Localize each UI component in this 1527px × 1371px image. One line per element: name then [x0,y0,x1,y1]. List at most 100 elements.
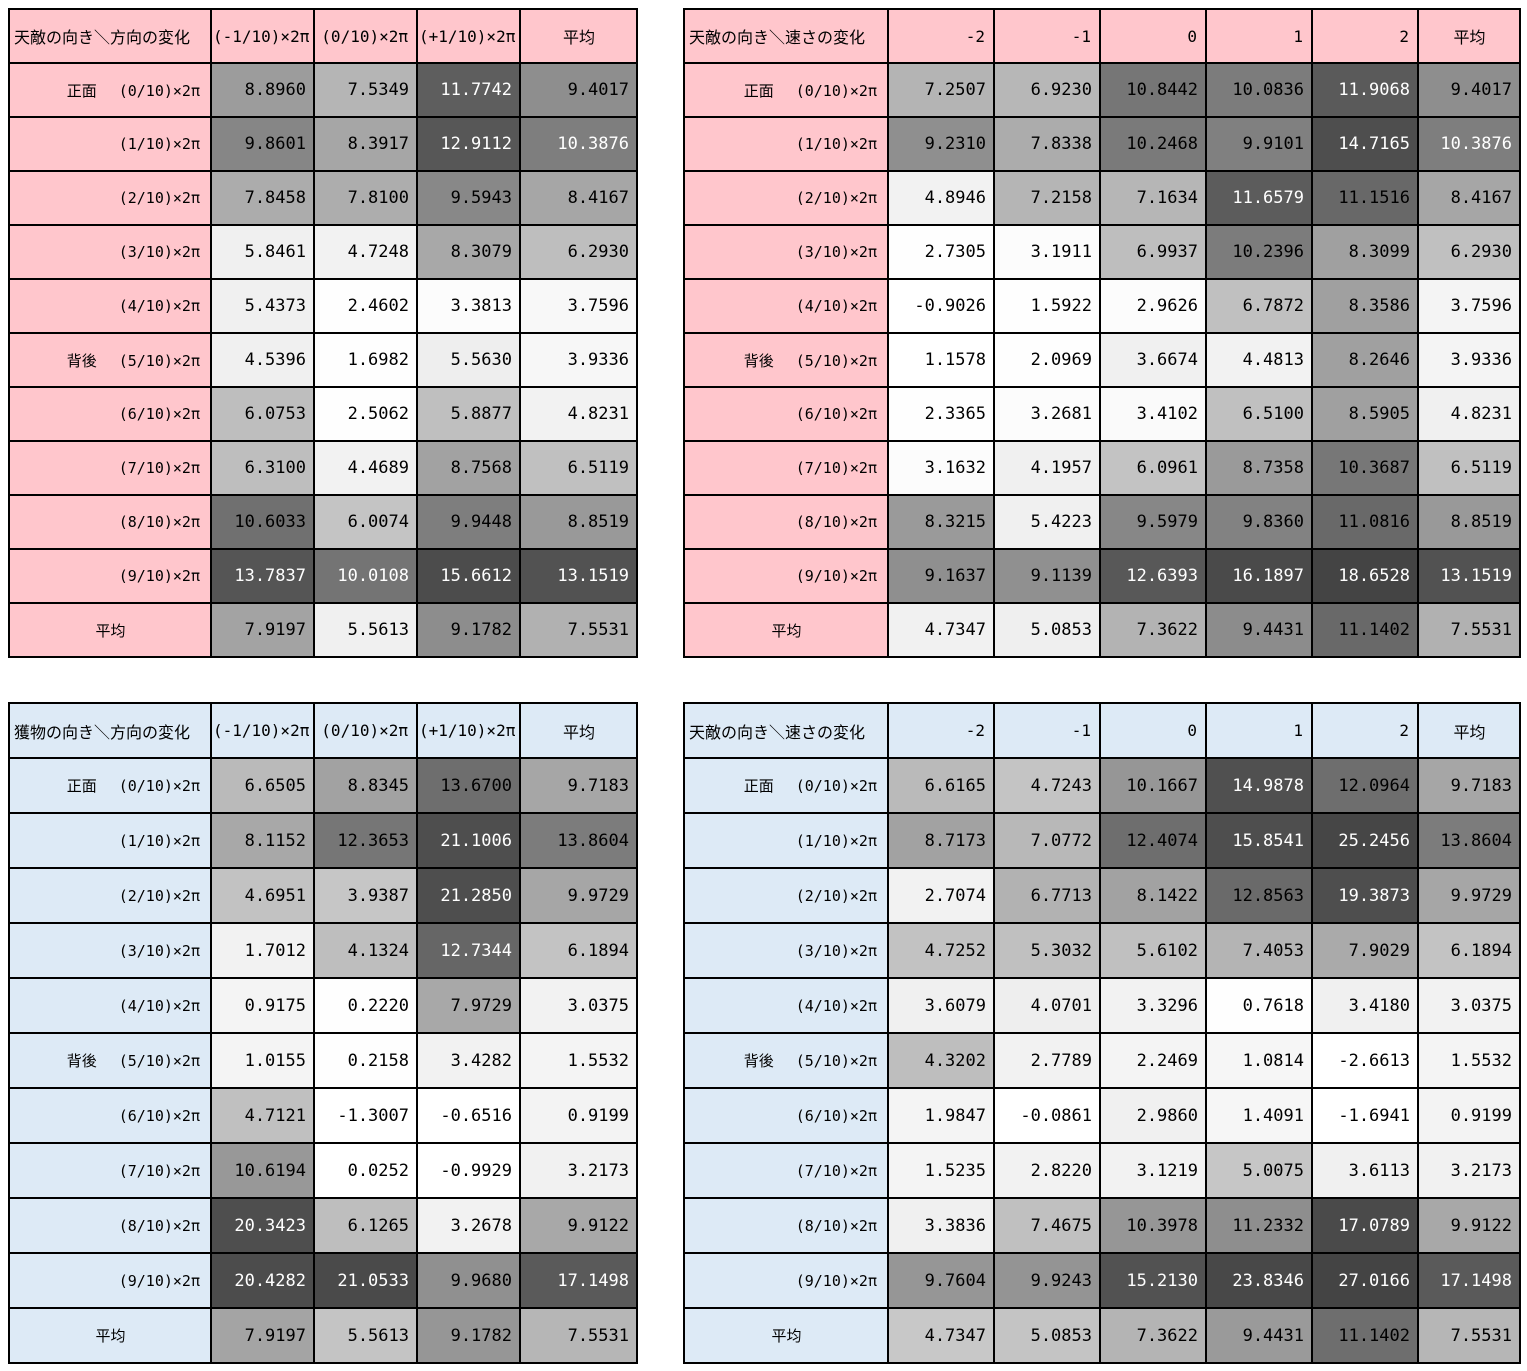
row-label-text: (9/10)×2π [795,1271,877,1290]
row-label-text: (7/10)×2π [795,1161,877,1180]
row-label: (4/10)×2π [8,278,212,334]
value-cell: 4.7248 [313,224,418,280]
value-cell: 16.1897 [1205,548,1313,604]
value-cell: 4.0701 [993,977,1101,1034]
row-label-text: (3/10)×2π [118,941,200,960]
table-row: 背後 (5/10)×2π 4.3202 2.7789 2.2469 1.0814 -2.66… [683,1032,1521,1089]
value-cell: 12.7344 [416,922,521,979]
value-cell: 7.5349 [313,62,418,118]
table-enemy-direction-vs-direction-change: 天敵の向き＼方向の変化 (-1/10)×2π (0/10)×2π (+1/10)×2π… [8,8,638,658]
value-cell: -1.6941 [1311,1087,1419,1144]
value-cell: 18.6528 [1311,548,1419,604]
row-label: (1/10)×2π [8,116,212,172]
value-cell: 7.9029 [1311,922,1419,979]
value-cell: 8.8345 [313,757,418,814]
value-cell: 13.6700 [416,757,521,814]
value-cell: 3.3296 [1099,977,1207,1034]
row-label: (6/10)×2π [8,1087,212,1144]
row-label: 背後 (5/10)×2π [8,332,212,388]
row-label-prefix: 正面 [743,81,774,100]
column-header: (+1/10)×2π [416,8,521,64]
column-header: 0 [1099,702,1207,759]
value-cell: 9.4431 [1205,602,1313,658]
table-row: (1/10)×2π 8.1152 12.3653 21.1006 13.8604 [8,812,638,869]
value-cell: 9.1139 [993,548,1101,604]
value-cell: 2.3365 [887,386,995,442]
row-label-text: (4/10)×2π [118,297,200,315]
value-cell: 2.7789 [993,1032,1101,1089]
value-cell: 8.2646 [1311,332,1419,388]
value-cell: 9.9729 [1417,867,1521,924]
value-cell: 3.4102 [1099,386,1207,442]
value-cell: 6.0961 [1099,440,1207,496]
row-label: (4/10)×2π [8,977,212,1034]
row-label-text: (4/10)×2π [118,996,200,1015]
row-label: (6/10)×2π [683,1087,889,1144]
row-label: 正面 (0/10)×2π [683,62,889,118]
table-row: (9/10)×2π 9.1637 9.1139 12.6393 16.1897 18.65… [683,548,1521,604]
row-label-text: (1/10)×2π [795,135,877,153]
value-cell: 9.7604 [887,1252,995,1309]
value-cell: 8.3586 [1311,278,1419,334]
row-label: (9/10)×2π [683,548,889,604]
row-label-prefix: 背後 [743,1052,774,1070]
value-cell: 25.2456 [1311,812,1419,869]
table-row: 正面 (0/10)×2π 8.8960 7.5349 11.7742 9.4017 [8,62,638,118]
value-cell: 7.4053 [1205,922,1313,979]
table-row: (8/10)×2π 3.3836 7.4675 10.3978 11.2332 17.07… [683,1197,1521,1254]
row-label-text: (3/10)×2π [795,243,877,261]
value-cell: 5.6102 [1099,922,1207,979]
value-cell: 7.1634 [1099,170,1207,226]
row-label-text: (2/10)×2π [795,886,877,905]
column-header: -1 [993,702,1101,759]
value-cell: 3.2678 [416,1197,521,1254]
value-cell: 0.9175 [210,977,315,1034]
value-cell: 9.8360 [1205,494,1313,550]
table-row: (3/10)×2π 4.7252 5.3032 5.6102 7.4053 7.9029 6… [683,922,1521,979]
table-row: (9/10)×2π 20.4282 21.0533 9.9680 17.1498 [8,1252,638,1309]
row-label-text: (2/10)×2π [118,189,200,207]
value-cell: 0.0252 [313,1142,418,1199]
value-cell: 6.5119 [1417,440,1521,496]
table-row: 正面 (0/10)×2π 6.6165 4.7243 10.1667 14.9878 12.… [683,757,1521,814]
row-label-text: (1/10)×2π [795,831,877,850]
table-row: 正面 (0/10)×2π 6.6505 8.8345 13.6700 9.7183 [8,757,638,814]
row-label: (6/10)×2π [8,386,212,442]
table-row: (7/10)×2π 3.1632 4.1957 6.0961 8.7358 10.3687… [683,440,1521,496]
table-row: (9/10)×2π 13.7837 10.0108 15.6612 13.1519 [8,548,638,604]
value-cell: 1.7012 [210,922,315,979]
table-row: (1/10)×2π 9.8601 8.3917 12.9112 10.3876 [8,116,638,172]
value-cell: 9.9122 [519,1197,638,1254]
row-label-text: (5/10)×2π [795,1052,877,1070]
row-label: (2/10)×2π [8,170,212,226]
value-cell: 1.5235 [887,1142,995,1199]
row-label-text: (6/10)×2π [795,1106,877,1125]
row-label: (6/10)×2π [683,386,889,442]
value-cell: 5.8877 [416,386,521,442]
row-label: (8/10)×2π [8,494,212,550]
value-cell: 8.1152 [210,812,315,869]
table-row: (2/10)×2π 7.8458 7.8100 9.5943 8.4167 [8,170,638,226]
column-header: 2 [1311,702,1419,759]
value-cell: 3.9336 [1417,332,1521,388]
value-cell: 3.1632 [887,440,995,496]
row-label-prefix: 背後 [743,351,774,370]
value-cell: 8.8519 [519,494,638,550]
column-header: -1 [993,8,1101,64]
table-row: (7/10)×2π 1.5235 2.8220 3.1219 5.0075 3.6113 3… [683,1142,1521,1199]
value-cell: 4.4689 [313,440,418,496]
column-header: 0 [1099,8,1207,64]
value-cell: 9.9243 [993,1252,1101,1309]
row-label-prefix: 正面 [66,81,97,100]
row-label-text: (6/10)×2π [118,405,200,423]
value-cell: 7.5531 [1417,602,1521,658]
row-label: 背後 (5/10)×2π [683,1032,889,1089]
column-header: -2 [887,8,995,64]
value-cell: 9.4431 [1205,1307,1313,1364]
value-cell: 7.5531 [519,1307,638,1364]
value-cell: 11.9068 [1311,62,1419,118]
table-prey-direction-vs-direction-change: 獲物の向き＼方向の変化 (-1/10)×2π (0/10)×2π (+1/10)×2π… [8,702,638,1364]
table-enemy-direction-vs-speed-change-2: 天敵の向き＼速さの変化 -2 -1 0 1 2 平均 正面 (0/10)×2π 6.6165 4.7… [683,702,1521,1364]
table-row: (3/10)×2π 5.8461 4.7248 8.3079 6.2930 [8,224,638,280]
value-cell: 11.1516 [1311,170,1419,226]
